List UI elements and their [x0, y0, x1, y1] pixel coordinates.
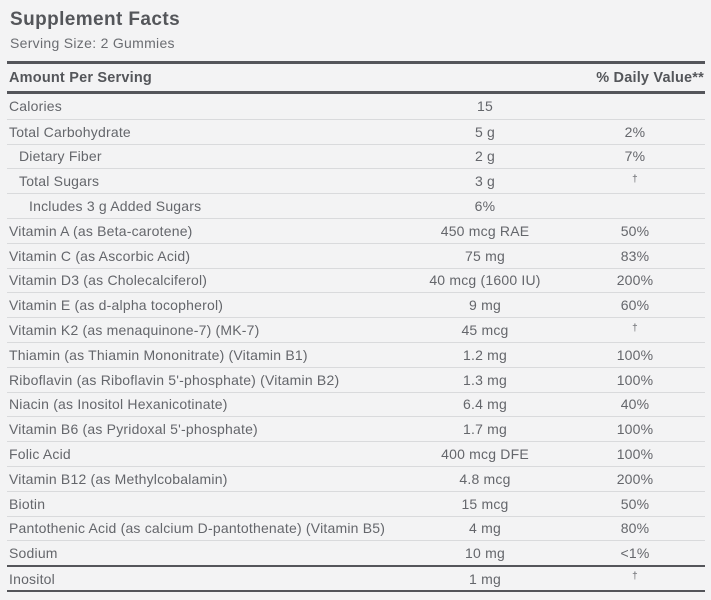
nutrient-name: Vitamin B6 (as Pyridoxal 5'-phosphate) [9, 421, 258, 438]
nutrient-row: Niacin (as Inositol Hexanicotinate) 6.4 … [7, 391, 705, 417]
nutrient-amount: 1.3 mg [463, 371, 507, 388]
nutrient-row: Folic Acid 400 mcg DFE 100% [7, 441, 705, 466]
nutrient-row: Sodium 10 mg <1% [7, 540, 705, 565]
nutrient-name: Thiamin (as Thiamin Mononitrate) (Vitami… [9, 346, 308, 363]
nutrient-daily-value: † [632, 322, 638, 334]
nutrient-name: Folic Acid [9, 446, 71, 463]
nutrient-row: Vitamin A (as Beta-carotene) 450 mcg RAE… [7, 217, 705, 243]
nutrient-daily-value: <1% [620, 545, 650, 562]
nutrient-row: Vitamin C (as Ascorbic Acid) 75 mg 83% [7, 242, 705, 268]
nutrient-daily-value: 200% [616, 470, 654, 487]
nutrient-row: Inositol 1 mg † [7, 565, 705, 590]
nutrient-daily-value: 100% [616, 371, 654, 388]
nutrient-amount: 6.4 mg [463, 396, 507, 413]
daily-value-header: % Daily Value** [596, 69, 704, 86]
nutrient-name: Dietary Fiber [19, 148, 102, 165]
nutrient-amount: 9 mg [469, 297, 501, 314]
nutrient-amount: 75 mg [465, 247, 505, 264]
nutrient-name: Vitamin A (as Beta-carotene) [9, 222, 193, 239]
amount-per-serving-header: Amount Per Serving [9, 69, 152, 86]
nutrient-amount: 4 mg [469, 520, 501, 537]
nutrient-row: Includes 3 g Added Sugars 6% [7, 193, 705, 218]
nutrient-amount: 40 mcg (1600 IU) [429, 272, 541, 289]
nutrient-name: Vitamin D3 (as Cholecalciferol) [9, 272, 208, 289]
nutrient-row: Dietary Fiber 2 g 7% [7, 143, 705, 169]
nutrient-amount: 1.7 mg [463, 421, 507, 438]
nutrient-name: Biotin [9, 495, 46, 512]
nutrient-daily-value: 40% [620, 396, 650, 413]
nutrient-name: Inositol [9, 570, 55, 587]
supplement-facts-title: Supplement Facts [10, 9, 181, 30]
facts-header-row: Amount Per Serving % Daily Value** [7, 61, 705, 94]
nutrient-daily-value: 50% [620, 222, 650, 239]
nutrient-row: Riboflavin (as Riboflavin 5'-phosphate) … [7, 366, 705, 392]
nutrient-daily-value: 200% [616, 272, 654, 289]
nutrient-row: Thiamin (as Thiamin Mononitrate) (Vitami… [7, 341, 705, 367]
nutrient-amount: 15 mcg [461, 495, 509, 512]
nutrient-amount: 15 [477, 98, 493, 115]
nutrient-row: Vitamin D3 (as Cholecalciferol) 40 mcg (… [7, 267, 705, 293]
serving-size: Serving Size: 2 Gummies [10, 35, 175, 51]
nutrient-name: Vitamin E (as d-alpha tocopherol) [9, 297, 224, 314]
nutrient-daily-value: 100% [616, 346, 654, 363]
nutrient-row: Vitamin B6 (as Pyridoxal 5'-phosphate) 1… [7, 416, 705, 441]
nutrient-amount: 1.2 mg [463, 346, 507, 363]
nutrient-name: Vitamin K2 (as menaquinone-7) (MK-7) [9, 322, 260, 339]
nutrient-row: Total Sugars 3 g † [7, 168, 705, 193]
nutrient-amount: 400 mcg DFE [441, 446, 529, 463]
nutrient-name: Niacin (as Inositol Hexanicotinate) [9, 396, 228, 413]
nutrient-daily-value: 83% [620, 247, 650, 264]
nutrient-daily-value: 100% [616, 446, 654, 463]
nutrient-row: Vitamin E (as d-alpha tocopherol) 9 mg 6… [7, 292, 705, 317]
nutrient-row: Biotin 15 mcg 50% [7, 490, 705, 516]
nutrient-amount: 5 g [474, 123, 496, 140]
nutrient-amount: 1 mg [469, 570, 501, 587]
nutrient-row: Vitamin B12 (as Methylcobalamin) 4.8 mcg… [7, 465, 705, 491]
nutrient-name: Calories [9, 98, 62, 115]
nutrient-name: Includes 3 g Added Sugars [29, 198, 202, 215]
nutrient-row: Total Carbohydrate 5 g 2% [7, 118, 705, 144]
nutrient-name: Vitamin C (as Ascorbic Acid) [9, 247, 191, 264]
nutrient-daily-value: 60% [620, 297, 650, 314]
nutrient-amount: 4.8 mcg [459, 470, 511, 487]
nutrient-name: Total Sugars [19, 173, 100, 190]
facts-rows: Calories 15 Total Carbohydrate 5 g 2% Di… [7, 94, 705, 592]
nutrient-daily-value: 100% [616, 421, 654, 438]
nutrient-name: Vitamin B12 (as Methylcobalamin) [9, 470, 228, 487]
nutrient-name: Sodium [9, 545, 58, 562]
nutrient-amount: 45 mcg [461, 322, 509, 339]
nutrient-amount: 2 g [474, 148, 496, 165]
nutrient-daily-value: † [632, 173, 638, 185]
nutrient-daily-value: † [632, 571, 638, 583]
nutrient-amount: 10 mg [465, 545, 505, 562]
nutrient-daily-value: 7% [624, 148, 646, 165]
nutrient-row: Vitamin K2 (as menaquinone-7) (MK-7) 45 … [7, 317, 705, 342]
nutrient-row: Pantothenic Acid (as calcium D-pantothen… [7, 515, 705, 541]
facts-table: Amount Per Serving % Daily Value** Calor… [7, 61, 705, 592]
nutrient-daily-value: 50% [620, 495, 650, 512]
nutrient-amount: 3 g [474, 173, 496, 190]
nutrient-name: Riboflavin (as Riboflavin 5'-phosphate) … [9, 371, 340, 388]
nutrient-name: Total Carbohydrate [9, 123, 131, 140]
nutrient-daily-value: 2% [624, 123, 646, 140]
nutrient-amount: 6% [474, 198, 496, 215]
nutrient-daily-value: 80% [620, 520, 650, 537]
nutrient-name: Pantothenic Acid (as calcium D-pantothen… [9, 520, 386, 537]
nutrient-row: Calories 15 [7, 94, 705, 119]
nutrient-amount: 450 mcg RAE [440, 222, 530, 239]
